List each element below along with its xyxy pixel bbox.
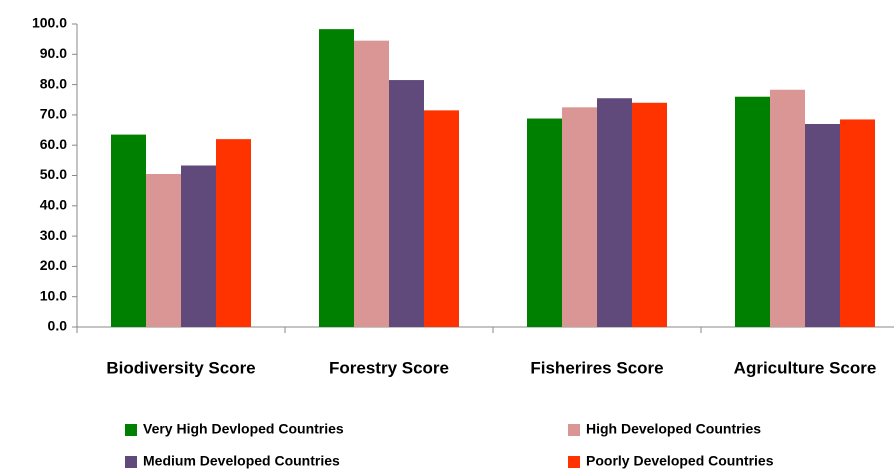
- bar: [527, 118, 562, 327]
- bar: [181, 165, 216, 327]
- x-tick-label: Fisherires Score: [530, 358, 663, 377]
- bar: [632, 102, 667, 327]
- bar: [562, 107, 597, 327]
- y-tick-label: 40.0: [40, 197, 67, 213]
- bar: [216, 139, 251, 327]
- bar: [146, 173, 181, 327]
- y-tick-label: 70.0: [40, 106, 67, 122]
- legend-swatch: [568, 424, 580, 436]
- y-tick-label: 20.0: [40, 257, 67, 273]
- y-tick-label: 90.0: [40, 45, 67, 61]
- legend-label: Medium Developed Countries: [143, 453, 340, 469]
- y-tick-label: 60.0: [40, 136, 67, 152]
- bar: [389, 80, 424, 328]
- bar: [840, 119, 875, 327]
- legend-swatch: [125, 456, 137, 468]
- y-tick-label: 100.0: [32, 15, 67, 31]
- bar: [354, 40, 389, 327]
- x-tick-label: Agriculture Score: [734, 358, 877, 377]
- y-tick-label: 0.0: [48, 318, 68, 334]
- bar: [319, 29, 354, 327]
- legend-swatch: [568, 456, 580, 468]
- x-tick-label: Biodiversity Score: [106, 358, 255, 377]
- legend-swatch: [125, 424, 137, 436]
- bar: [735, 96, 770, 327]
- legend-label: Very High Devloped Countries: [143, 421, 344, 437]
- y-tick-label: 50.0: [40, 166, 67, 182]
- bar: [805, 123, 840, 328]
- legend-label: High Developed Countries: [586, 421, 761, 437]
- bar: [770, 89, 805, 327]
- y-tick-label: 80.0: [40, 75, 67, 91]
- legend-label: Poorly Developed Countries: [586, 453, 774, 469]
- y-tick-label: 30.0: [40, 227, 67, 243]
- x-tick-label: Forestry Score: [329, 358, 449, 377]
- bar: [424, 110, 459, 327]
- bar: [597, 98, 632, 327]
- bar: [111, 134, 146, 327]
- y-tick-label: 10.0: [40, 287, 67, 303]
